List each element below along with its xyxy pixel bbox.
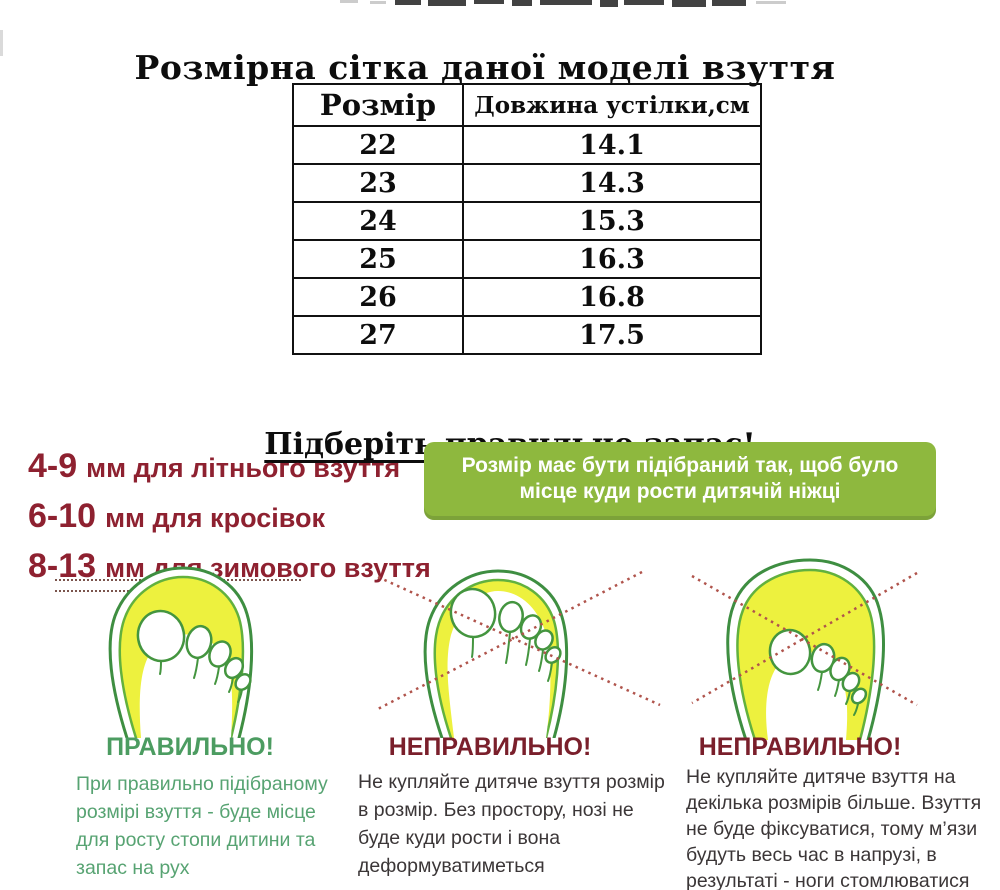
table-cell: 25 [292,239,464,279]
table-cell: 15.3 [462,201,762,241]
table-cell: 26 [292,277,464,317]
column-header-insole-length: Довжина устілки,см [462,83,762,127]
table-row: 26 16.8 [292,277,762,317]
page-title: Розмірна сітка даної моделі взуття [134,48,836,88]
description-correct: При правильно підібраному розмірі взуття… [76,773,328,879]
table-row: 23 14.3 [292,163,762,203]
table-row: 24 15.3 [292,201,762,241]
foot-diagram-too-big [691,558,918,740]
table-cell: 27 [292,315,464,355]
table-row: 27 17.5 [292,315,762,355]
allowance-summer: 4-9 мм для літнього взуття [28,447,401,485]
description-wrong-tight: Не купляйте дитяче взуття розмір в розмі… [358,771,665,877]
table-row: 22 14.1 [292,125,762,165]
fit-note-text: Розмір має бути підібраний так, щоб було… [461,454,899,503]
allowance-list: 4-9 мм для літнього взуття 6-10 мм для кро… [28,448,431,598]
foot-diagram-correct-fit [108,566,254,738]
red-cross-icon [375,570,661,712]
guide-dotted-line [55,590,145,592]
description-wrong-big: Не купляйте дитяче взуття на декілька ро… [686,766,982,890]
table-cell: 17.5 [462,315,762,355]
table-row: 25 16.3 [292,239,762,279]
red-cross-icon [691,571,918,707]
allowance-sneakers: 6-10 мм для кросівок [28,497,325,535]
table-cell: 16.8 [462,277,762,317]
table-cell: 14.3 [462,163,762,203]
column-header-size: Розмір [292,83,464,127]
table-cell: 14.1 [462,125,762,165]
table-header-row: Розмір Довжина устілки,см [292,83,762,127]
table-cell: 24 [292,201,464,241]
table-cell: 22 [292,125,464,165]
fit-note-box: Розмір має бути підібраний так, щоб було… [424,442,936,516]
verdict-wrong-tight: НЕПРАВИЛЬНО! [388,733,592,761]
verdict-correct: ПРАВИЛЬНО! [106,733,274,761]
verdict-wrong-big: НЕПРАВИЛЬНО! [698,733,902,761]
table-cell: 16.3 [462,239,762,279]
foot-diagram-too-tight [375,569,661,738]
scan-edge-mark [0,30,3,56]
size-chart-table: Розмір Довжина устілки,см 22 14.1 23 14.… [292,83,762,355]
table-cell: 23 [292,163,464,203]
